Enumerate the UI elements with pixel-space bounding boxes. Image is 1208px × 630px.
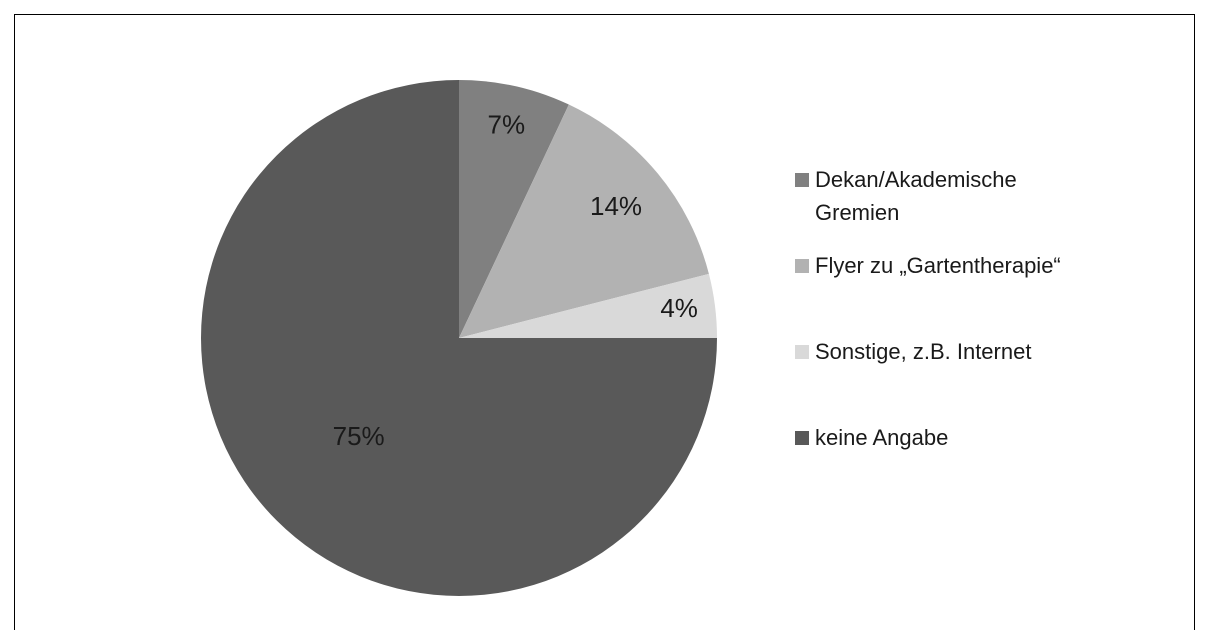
frame <box>14 14 1195 630</box>
data-label: 75% <box>333 421 385 451</box>
legend-label: Flyer zu „Gartentherapie“ <box>815 253 1061 278</box>
data-label: 14% <box>590 191 642 221</box>
data-label: 4% <box>660 293 698 323</box>
legend-swatch <box>795 345 809 359</box>
legend-label: keine Angabe <box>815 425 949 450</box>
pie-slice <box>201 80 717 596</box>
pie-slice <box>459 80 569 338</box>
legend-entry: Dekan/Akademische Gremien <box>795 163 1077 249</box>
legend-entry: Sonstige, z.B. Internet <box>795 335 1077 421</box>
legend-swatch <box>795 173 809 187</box>
legend-label: Dekan/Akademische Gremien <box>815 167 1017 225</box>
pie-slice <box>459 104 709 338</box>
legend-entry: keine Angabe <box>795 421 1077 507</box>
data-label: 7% <box>487 109 525 139</box>
legend-swatch <box>795 431 809 445</box>
legend-label: Sonstige, z.B. Internet <box>815 339 1032 364</box>
pie-slice <box>459 273 717 338</box>
legend-entry: Flyer zu „Gartentherapie“ <box>795 249 1077 335</box>
legend-swatch <box>795 259 809 273</box>
legend: Dekan/Akademische Gremien Flyer zu „Garte… <box>795 163 1077 507</box>
